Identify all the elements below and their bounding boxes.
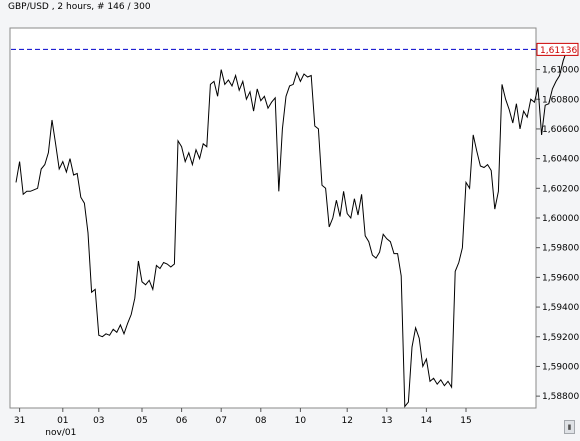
x-tick-sublabel: nov/01 <box>45 428 76 438</box>
current-price-box <box>536 42 579 56</box>
current-price-label: 1,61136 <box>540 46 577 56</box>
y-tick-label: 1,60000 <box>542 214 579 224</box>
y-tick-label: 1,59200 <box>542 333 579 343</box>
y-tick-label: 1,60600 <box>542 125 579 135</box>
y-tick-label: 1,59600 <box>542 273 579 283</box>
y-tick-label: 1,59400 <box>542 303 579 313</box>
y-tick-label: 1,60200 <box>542 184 579 194</box>
x-tick-label: 31 <box>14 416 25 426</box>
y-tick-label: 1,59800 <box>542 244 579 254</box>
scroll-right-button[interactable]: ▮ <box>564 420 575 434</box>
x-tick-label: 03 <box>93 416 104 426</box>
x-tick-label: 14 <box>421 416 433 426</box>
plot-area <box>9 27 537 409</box>
x-tick-label: 10 <box>295 416 307 426</box>
x-tick-label: 07 <box>215 416 226 426</box>
series-line <box>15 50 568 408</box>
y-tick-label: 1,60400 <box>542 155 579 165</box>
x-tick-label: 13 <box>381 416 392 426</box>
y-tick-label: 1,59000 <box>542 362 579 372</box>
y-tick-label: 1,58800 <box>542 392 579 402</box>
x-axis-ticks: 31 01 nov/01 03 05 06 07 08 10 12 13 14 15 <box>14 408 472 438</box>
x-tick-label: 15 <box>460 416 471 426</box>
x-tick-label: 12 <box>341 416 352 426</box>
y-tick-label: 1,60800 <box>542 95 579 105</box>
x-tick-label: 06 <box>176 416 188 426</box>
x-tick-label: 05 <box>136 416 147 426</box>
x-tick-label: 01 <box>57 416 68 426</box>
x-tick-label: 08 <box>255 416 267 426</box>
y-axis-ticks: 1,610001,608001,606001,604001,602001,600… <box>536 66 579 402</box>
chart-title: GBP/USD , 2 hours, # 146 / 300 <box>8 2 151 12</box>
